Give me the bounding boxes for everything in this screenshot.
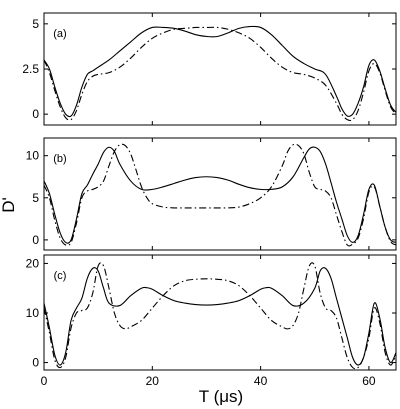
panel-c-series-solid-line (44, 267, 396, 366)
panel-b-series-solid-line (44, 146, 396, 244)
panel-a-ytick-label: 2.5 (22, 62, 39, 76)
panel-c-series-dash-dot-line (44, 262, 396, 370)
xtick-label: 60 (362, 374, 376, 388)
panel-a-ytick-label: 5 (32, 17, 39, 31)
panel-a-series-solid-line (44, 25, 396, 118)
panel-a-series-dash-dot-line (44, 26, 396, 122)
x-axis-title: T (μs) (199, 387, 243, 406)
panel-b: 0 5 10 (b) (26, 137, 397, 251)
panel-a: 0 2.5 5 (a) (22, 12, 397, 126)
panel-a-frame (43, 12, 397, 126)
xtick-label: 0 (41, 374, 48, 388)
panel-a-label: (a) (53, 28, 66, 40)
panel-b-ytick-label: 10 (26, 149, 40, 163)
panel-c: 0 10 20 (c) 0 20 40 60 (26, 254, 397, 388)
panel-c-ytick-label: 10 (26, 306, 40, 320)
panel-c-ytick-label: 20 (26, 256, 40, 270)
panel-b-label: (b) (53, 153, 66, 165)
panels: 0 2.5 5 (a) 0 5 10 (b) 0 10 20 (c) 0 20 40 60 (22, 12, 397, 388)
xtick-label: 40 (254, 374, 268, 388)
panel-b-ytick-label: 5 (32, 191, 39, 205)
panel-b-frame (43, 137, 397, 251)
panel-c-ytick-label: 0 (32, 356, 39, 370)
panel-c-frame (43, 254, 397, 371)
panel-a-ytick-label: 0 (32, 107, 39, 121)
y-axis-title: D' (0, 197, 18, 213)
panel-b-series-dash-dot-line (44, 143, 396, 247)
panel-c-label: (c) (54, 270, 67, 282)
xtick-label: 20 (146, 374, 160, 388)
panel-b-ytick-label: 0 (32, 233, 39, 247)
